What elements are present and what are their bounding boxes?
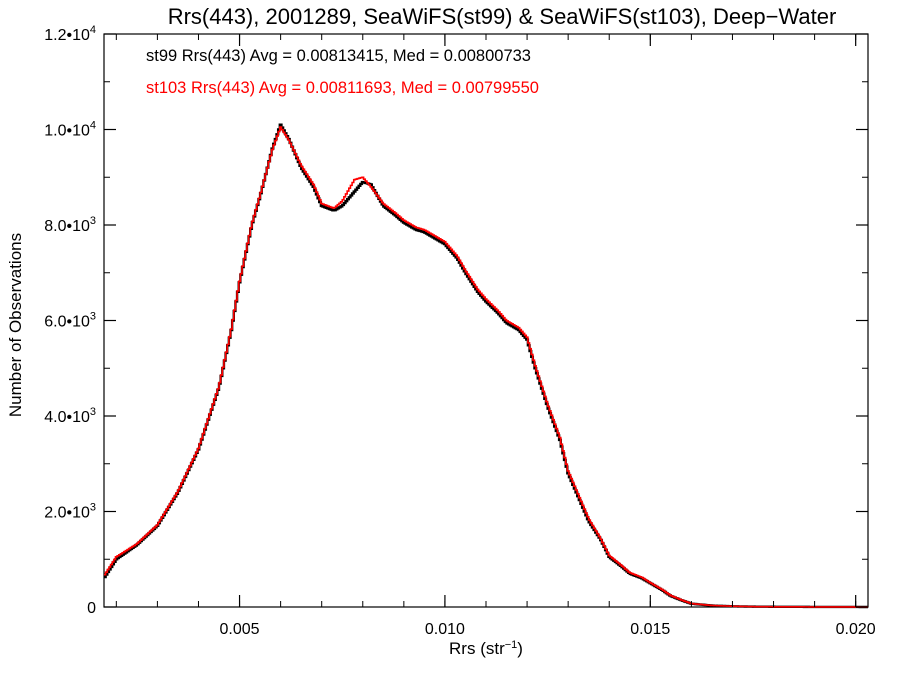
plot-border (103, 33, 869, 608)
x-tick-label: 0.005 (220, 621, 260, 638)
y-axis-label: Number of Observations (6, 233, 25, 417)
series-st99-line (104, 123, 868, 609)
axis-layer: 0.005 0.010 0.015 0.020 0 2.0•103 4.0•103 6.0•1… (44, 24, 876, 638)
x-tick-label: 0.020 (836, 621, 876, 638)
x-axis-label-superscript: −1 (505, 639, 518, 651)
y-tick-label: 1.0•104 (44, 120, 96, 140)
y-tick-label: 1.2•104 (44, 24, 96, 44)
x-axis-label: Rrs (str−1) (449, 639, 523, 658)
series-st103-line (104, 126, 868, 608)
y-tick-label: 2.0•103 (44, 502, 96, 522)
y-tick-label: 6.0•103 (44, 311, 96, 331)
y-tick-label: 8.0•103 (44, 215, 96, 235)
annotation-st99-stats: st99 Rrs(443) Avg = 0.00813415, Med = 0.… (146, 47, 531, 65)
y-tick-label: 0 (87, 600, 96, 617)
x-tick-label: 0.015 (630, 621, 670, 638)
x-tick-label: 0.010 (425, 621, 465, 638)
chart-title: Rrs(443), 2001289, SeaWiFS(st99) & SeaWi… (168, 4, 837, 29)
x-axis-label-base: Rrs (str (449, 639, 505, 658)
plot-frame (103, 33, 869, 608)
y-tick-label: 4.0•103 (44, 406, 96, 426)
series-layer (104, 123, 868, 609)
x-axis-label-close: ) (517, 639, 523, 658)
annotation-st103-stats: st103 Rrs(443) Avg = 0.00811693, Med = 0… (146, 79, 539, 97)
